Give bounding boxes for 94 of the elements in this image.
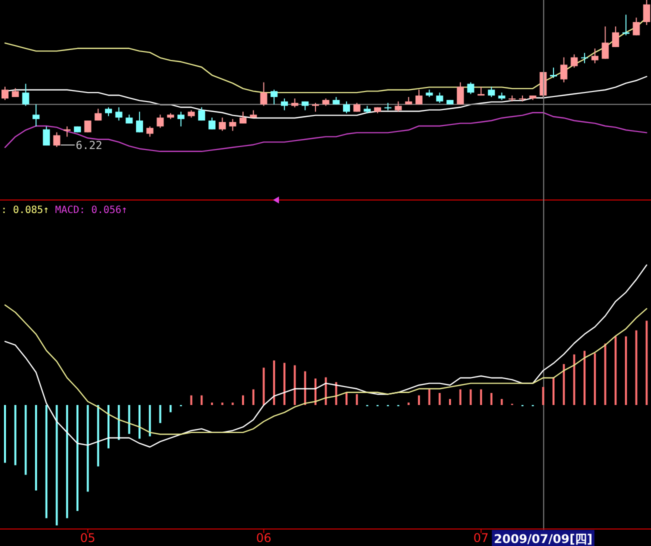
candlestick xyxy=(146,126,154,138)
bar xyxy=(170,405,172,412)
candlestick xyxy=(550,67,558,78)
bar xyxy=(542,386,544,405)
bar xyxy=(490,392,492,405)
bar xyxy=(646,320,648,405)
bar xyxy=(128,405,130,434)
x-tick-label: 2009/07/09[四] xyxy=(494,532,592,546)
candlestick xyxy=(632,17,640,36)
bar xyxy=(562,364,565,405)
candlestick xyxy=(42,126,50,146)
candlestick xyxy=(560,56,568,83)
bar xyxy=(294,365,296,405)
bar xyxy=(346,392,348,405)
bar xyxy=(584,350,586,405)
candlestick xyxy=(115,106,122,122)
bar xyxy=(35,405,38,490)
text: : 0.085↑ xyxy=(1,205,50,216)
candlestick xyxy=(270,89,278,105)
bar xyxy=(573,354,576,405)
candlestick xyxy=(436,92,444,104)
bar xyxy=(283,362,286,405)
bar xyxy=(66,405,68,518)
bar xyxy=(438,392,441,405)
bar xyxy=(418,395,420,405)
bar xyxy=(107,405,110,448)
candlestick xyxy=(2,86,8,100)
candlestick xyxy=(467,82,474,95)
bar xyxy=(635,330,638,405)
text: MACD: 0.056↑ xyxy=(55,205,128,216)
bar xyxy=(262,368,265,405)
bar xyxy=(148,405,151,436)
candlestick xyxy=(394,100,402,112)
candlestick xyxy=(208,117,216,130)
candlestick xyxy=(643,0,650,26)
candlestick xyxy=(612,26,620,48)
bar xyxy=(56,405,58,526)
candlestick xyxy=(177,111,184,127)
candlestick xyxy=(53,132,60,148)
candlestick xyxy=(198,106,206,122)
candlestick xyxy=(581,52,588,64)
candlestick xyxy=(602,26,609,60)
bar xyxy=(273,360,276,405)
bar xyxy=(614,336,617,405)
candlestick xyxy=(218,117,226,132)
candlestick xyxy=(456,82,464,105)
candlestick xyxy=(384,102,392,111)
bar xyxy=(480,389,482,405)
bar xyxy=(624,336,627,405)
candlestick xyxy=(415,89,422,105)
candlestick xyxy=(240,111,247,124)
candlestick xyxy=(622,14,630,36)
bar xyxy=(97,405,100,466)
candlestick xyxy=(136,111,144,133)
bar xyxy=(14,405,16,466)
candlestick xyxy=(260,82,268,106)
candlestick xyxy=(84,120,92,133)
x-tick-label: 06 xyxy=(256,531,272,545)
bar xyxy=(356,394,358,405)
candlestick xyxy=(229,118,236,132)
bar xyxy=(138,405,141,439)
candlestick xyxy=(156,114,164,128)
bar xyxy=(604,344,606,405)
candlestick xyxy=(64,126,71,138)
bar xyxy=(24,405,27,475)
candlestick xyxy=(343,100,350,114)
bar xyxy=(76,405,78,511)
x-tick-label: 07 xyxy=(473,531,489,545)
candlestick xyxy=(488,86,495,98)
bar xyxy=(159,405,162,424)
bar xyxy=(500,398,503,405)
annotation: 6.22 xyxy=(76,139,102,152)
bar xyxy=(428,389,430,405)
bar xyxy=(304,371,306,405)
candlestick xyxy=(22,83,30,106)
bar xyxy=(86,405,89,492)
bar xyxy=(449,398,452,405)
bar xyxy=(552,377,555,405)
bar xyxy=(190,395,192,405)
bar xyxy=(252,389,254,405)
bar xyxy=(45,405,48,518)
bar xyxy=(459,389,462,405)
bar xyxy=(200,395,203,405)
candlestick xyxy=(280,98,288,111)
x-tick-label: 05 xyxy=(80,531,96,545)
bar xyxy=(594,353,596,405)
bar xyxy=(4,405,6,463)
bar xyxy=(242,395,244,405)
candlestick xyxy=(32,104,40,127)
bar xyxy=(314,378,316,405)
candlestick xyxy=(570,54,578,68)
bar xyxy=(470,389,472,405)
bar xyxy=(118,405,120,440)
candlestick xyxy=(591,48,598,64)
